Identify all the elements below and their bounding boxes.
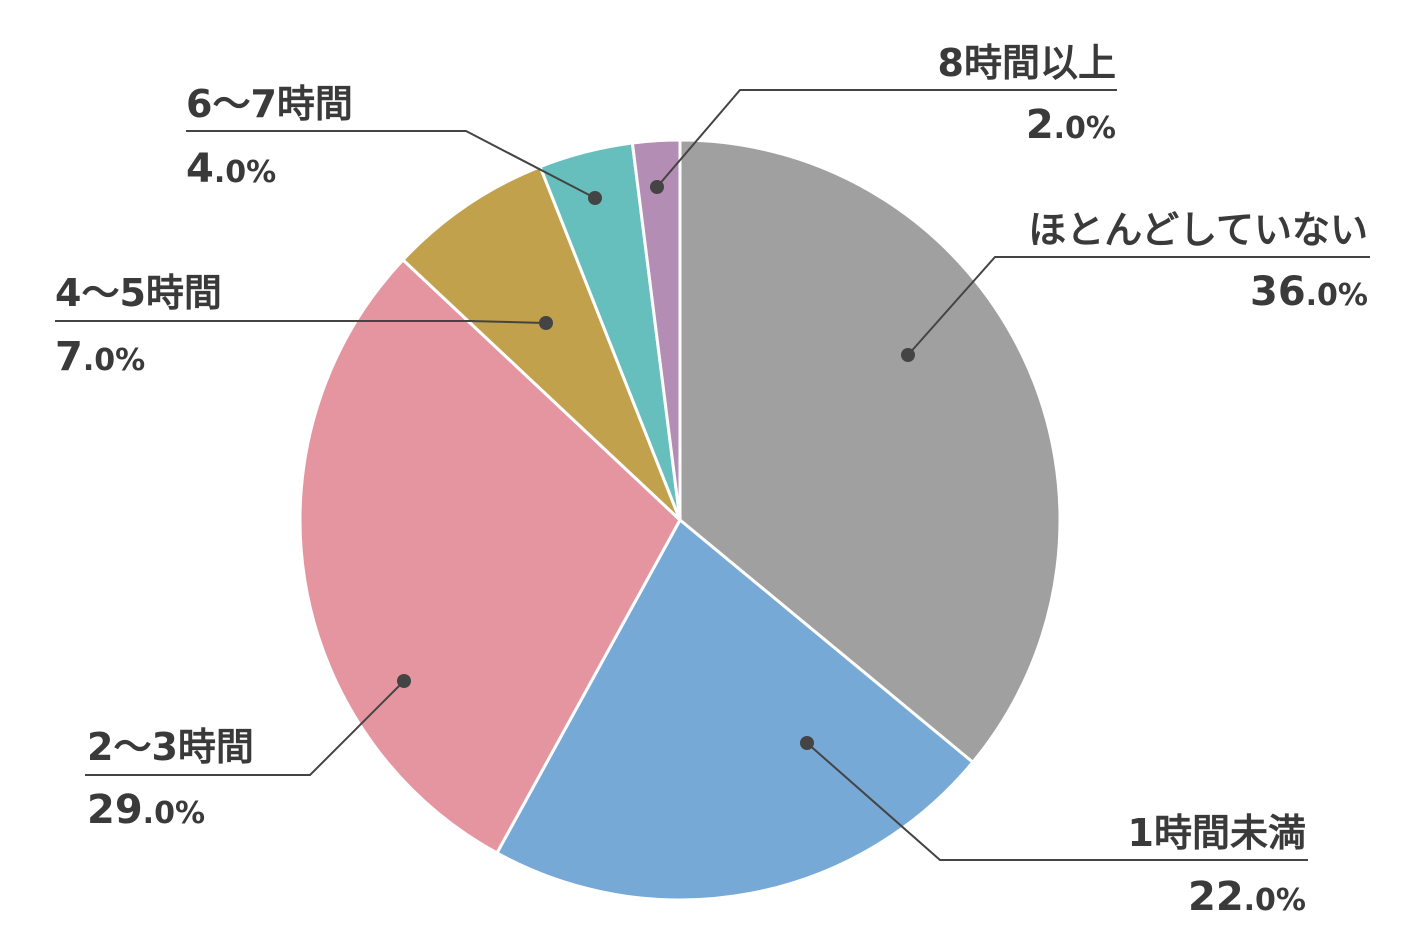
slice-value-int-3: 7 [55, 334, 83, 380]
slice-value-dec-2: .0% [143, 796, 205, 831]
slice-value-dec-4: .0% [214, 155, 276, 190]
pie-slice-1 [495, 518, 975, 902]
slice-label-1: 1時間未満 [1128, 811, 1306, 855]
leader-line-4 [186, 130, 596, 199]
leader-dot-3 [539, 316, 553, 330]
slice-label-4: 6〜7時間 [186, 82, 353, 126]
slice-labels: ほとんどしていない36.0%1時間未満22.0%2〜3時間29.0%4〜5時間7… [55, 41, 1368, 920]
leader-line-1 [806, 742, 1308, 861]
slice-value-int-1: 22 [1188, 874, 1244, 920]
slice-value-dec-1: .0% [1244, 883, 1306, 918]
leader-lines [55, 89, 1370, 861]
leader-line-0 [907, 256, 1370, 356]
pie-slice-2 [298, 258, 682, 855]
slice-value-0: 36.0% [1250, 269, 1368, 315]
slice-label-3: 4〜5時間 [55, 271, 222, 315]
leader-line-5 [656, 89, 1117, 188]
slice-value-int-4: 4 [186, 146, 214, 192]
slice-value-int-5: 2 [1026, 102, 1054, 148]
pie-slices [298, 138, 1062, 902]
slice-value-5: 2.0% [1026, 102, 1116, 148]
leader-dot-1 [800, 736, 814, 750]
pie-slice-0 [678, 138, 1062, 764]
slice-label-2: 2〜3時間 [87, 725, 254, 769]
pie-slice-5 [630, 138, 682, 522]
slice-value-2: 29.0% [87, 787, 205, 833]
slice-label-5: 8時間以上 [938, 41, 1116, 85]
slice-value-int-0: 36 [1250, 269, 1306, 315]
leader-line-2 [85, 680, 405, 776]
slice-label-0: ほとんどしていない [1028, 208, 1368, 252]
slice-value-int-2: 29 [87, 787, 143, 833]
leader-dot-2 [397, 674, 411, 688]
leader-dot-0 [901, 348, 915, 362]
slice-value-1: 22.0% [1188, 874, 1306, 920]
slice-value-dec-5: .0% [1054, 111, 1116, 146]
slice-value-3: 7.0% [55, 334, 145, 380]
leader-dot-4 [588, 191, 602, 205]
slice-value-dec-0: .0% [1306, 278, 1368, 313]
leader-dot-5 [650, 180, 664, 194]
slice-value-dec-3: .0% [83, 343, 145, 378]
leader-line-3 [55, 320, 547, 324]
pie-slice-3 [401, 165, 682, 522]
slice-value-4: 4.0% [186, 146, 276, 192]
